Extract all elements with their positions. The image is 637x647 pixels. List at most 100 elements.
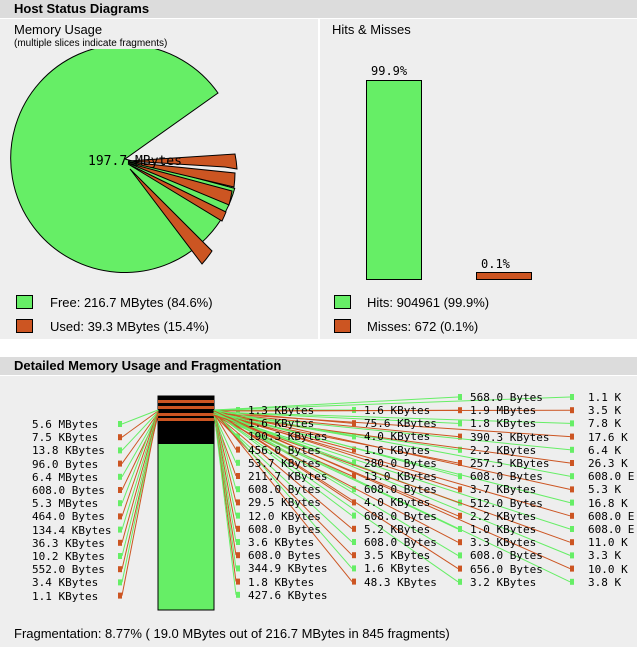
- pie-free-value: 197.7 MBytes: [88, 154, 182, 169]
- fragment-label: 134.4 KBytes: [32, 523, 112, 537]
- fragment-connector: [213, 409, 353, 569]
- fragment-connector: [213, 409, 459, 556]
- fragment-marker: [236, 446, 240, 453]
- fragment-marker: [236, 499, 240, 506]
- fragment-label: 608.0 E: [588, 470, 635, 484]
- fragment-marker: [458, 473, 462, 480]
- fragment-label: 344.9 KBytes: [248, 562, 328, 576]
- fragment-label: 608.0 E: [588, 523, 635, 536]
- pie-free-slice: [10, 49, 236, 273]
- fragment-connector: [121, 409, 159, 425]
- fragment-label: 280.0 Bytes: [364, 456, 437, 470]
- fragment-label: 568.0 Bytes: [470, 391, 543, 404]
- fragment-label: 3.6 KBytes: [248, 536, 315, 549]
- fragment-marker: [236, 565, 240, 572]
- fragment-label: 2.2 KBytes: [470, 443, 537, 457]
- fragment-connector: [213, 410, 237, 503]
- fragment-marker: [458, 460, 462, 466]
- fragment-label: 427.6 KBytes: [248, 588, 328, 602]
- fragment-marker: [570, 539, 574, 546]
- fragment-label: 608.0 Bytes: [248, 483, 321, 497]
- fragment-marker: [352, 420, 356, 427]
- fragment-label: 17.6 K: [588, 430, 628, 444]
- fragment-label: 29.5 KBytes: [248, 496, 321, 510]
- fragment-label: 456.0 Bytes: [248, 443, 321, 457]
- fragment-marker: [458, 486, 462, 493]
- pie-used-slice: [127, 162, 233, 206]
- fragment-marker: [570, 578, 574, 585]
- fragment-label: 3.5 KBytes: [364, 549, 431, 563]
- fragment-label: 464.0 Bytes: [32, 510, 105, 524]
- fragment-label: 10.0 K: [588, 562, 628, 576]
- fragment-connector: [213, 411, 237, 516]
- fragment-connector: [213, 412, 237, 529]
- fragment-marker: [236, 459, 240, 466]
- hits-legend-label: Hits: 904961 (99.9%): [367, 295, 490, 310]
- fragment-marker: [570, 446, 574, 453]
- fragment-marker: [352, 446, 356, 453]
- fragment-connector: [213, 412, 353, 530]
- fragment-marker: [458, 433, 462, 440]
- fragment-marker: [458, 552, 462, 559]
- fragment-label: 1.1 K: [588, 391, 622, 404]
- fragment-label: 1.6 KBytes: [364, 443, 431, 457]
- misses-bar: [476, 272, 532, 280]
- fragment-label: 12.0 KBytes: [248, 509, 321, 523]
- fragment-label: 6.4 K: [588, 443, 622, 457]
- fragment-marker: [118, 553, 122, 559]
- fragment-connector: [121, 410, 159, 438]
- fragment-connector: [213, 409, 571, 412]
- fragment-label: 3.2 KBytes: [470, 575, 537, 589]
- fragment-label: 10.2 KBytes: [32, 550, 105, 563]
- fragment-marker: [352, 552, 356, 559]
- hits-percent-label: 99.9%: [371, 64, 408, 78]
- fragment-label: 608.0 Bytes: [470, 470, 543, 484]
- fragment-marker: [236, 512, 240, 519]
- fragment-marker: [570, 433, 574, 440]
- memory-column-fragment: [158, 400, 214, 403]
- fragment-label: 608.0 Bytes: [364, 536, 437, 549]
- fragment-marker: [570, 420, 574, 427]
- fragment-marker: [236, 591, 240, 598]
- fragment-label: 96.0 Bytes: [32, 457, 99, 471]
- fragment-marker: [570, 526, 574, 532]
- fragment-label: 257.5 KBytes: [470, 457, 550, 470]
- fragment-marker: [352, 459, 356, 466]
- fragment-label: 3.7 KBytes: [470, 483, 537, 497]
- fragment-marker: [352, 539, 356, 545]
- fragment-connector: [213, 411, 237, 595]
- fragment-connector: [121, 410, 159, 517]
- fragment-label: 1.0 KBytes: [470, 523, 537, 536]
- memory-usage-title: Memory Usage: [14, 22, 103, 37]
- fragment-marker: [118, 500, 122, 507]
- fragment-marker: [118, 421, 122, 427]
- fragment-marker: [236, 578, 240, 585]
- fragment-label: 3.4 KBytes: [32, 576, 99, 590]
- fragment-marker: [236, 552, 240, 559]
- fragment-connector: [213, 413, 459, 530]
- fragment-label: 7.8 K: [588, 417, 622, 431]
- fragment-label: 2.2 KBytes: [470, 509, 537, 523]
- fragment-label: 48.3 KBytes: [364, 575, 437, 589]
- fragment-label: 1.3 KBytes: [248, 404, 315, 417]
- fragment-marker: [570, 499, 574, 506]
- fragment-label: 3.5 K: [588, 404, 622, 418]
- misses-legend-label: Misses: 672 (0.1%): [367, 319, 479, 334]
- fragment-label: 4.0 KBytes: [364, 430, 431, 444]
- memory-column-fragment: [158, 413, 214, 416]
- fragment-marker: [118, 566, 122, 573]
- fragment-label: 608.0 Bytes: [470, 549, 543, 563]
- fragment-marker: [570, 473, 574, 480]
- fragment-connector: [121, 409, 159, 583]
- fragment-connector: [213, 410, 571, 570]
- pie-used-slice: [127, 153, 238, 170]
- fragment-connector: [213, 411, 459, 583]
- hits-misses-title: Hits & Misses: [332, 22, 411, 37]
- fragment-marker: [570, 486, 574, 493]
- pie-used-slice: [127, 163, 227, 222]
- hits-legend-swatch: [334, 295, 351, 309]
- fragment-marker: [118, 539, 122, 546]
- fragment-label: 211.7 KBytes: [248, 470, 328, 483]
- fragment-connector: [213, 413, 571, 530]
- fragment-marker: [570, 512, 574, 519]
